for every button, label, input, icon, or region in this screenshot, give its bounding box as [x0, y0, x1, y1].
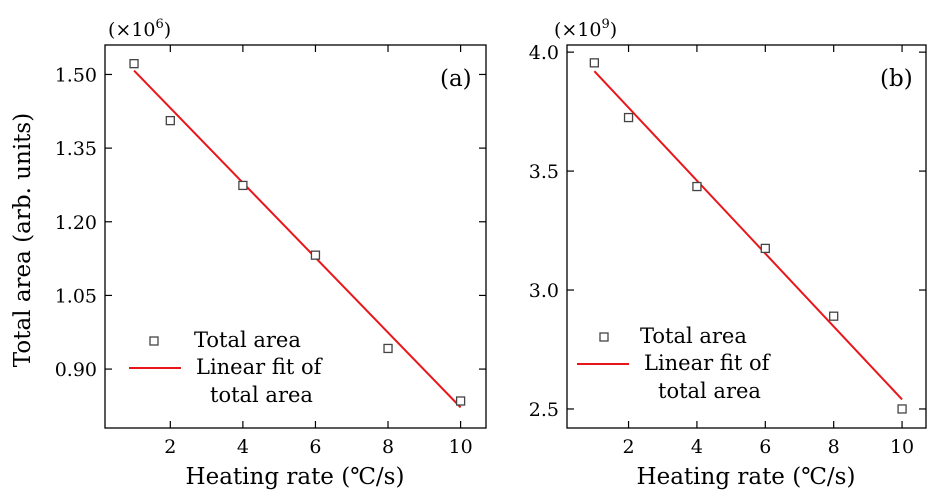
legend-label-fit-a: Linear fit of	[196, 355, 324, 379]
legend-label-fit-b-2: total area	[658, 379, 761, 403]
y-axis-label: Total area (arb. units)	[10, 113, 36, 367]
data-point-a-5	[455, 396, 466, 406]
panel-label-b: (b)	[880, 66, 913, 92]
legend-marker-scatter-a	[149, 336, 159, 346]
legend-marker-scatter-b	[599, 332, 609, 342]
y-multiplier-a: (×106)	[108, 17, 171, 41]
y-tick-label-a-2: 1.20	[55, 212, 97, 234]
x-tick-label-b-0: 2	[622, 436, 634, 458]
panel-label-a: (a)	[440, 66, 472, 92]
x-tick-label-a-1: 4	[237, 436, 249, 458]
plot-frame-b	[566, 44, 927, 429]
y-tick-label-a-1: 1.05	[55, 285, 97, 307]
data-point-b-1	[623, 112, 634, 123]
legend-label-scatter-a: Total area	[194, 328, 301, 352]
data-marks-b	[589, 58, 907, 414]
data-point-b-0	[589, 58, 600, 68]
y-tick-label-a-0: 0.90	[55, 359, 97, 381]
x-tick-label-a-2: 6	[309, 436, 321, 458]
x-tick-label-b-1: 4	[691, 436, 703, 458]
x-tick-label-b-3: 8	[828, 436, 840, 458]
legend-label-scatter-b: Total area	[640, 324, 747, 348]
panel-b: 2 4 6 8 10 2.5 3.0 3.5 4.0 (×109) (b) Heating r…	[529, 17, 927, 490]
plot-frame-a	[104, 44, 487, 429]
legend-b: Total area Linear fit of total area	[577, 324, 772, 403]
data-point-b-5	[897, 404, 907, 414]
fit-line-b	[593, 70, 903, 401]
x-axis-label-b: Heating rate (℃/s)	[637, 464, 856, 490]
data-point-a-4	[383, 343, 393, 354]
data-point-a-0	[129, 59, 139, 69]
y-multiplier-b: (×109)	[554, 17, 617, 41]
x-ticks-a: 2 4 6 8 10	[164, 45, 473, 458]
data-marks-a	[129, 59, 466, 409]
y-tick-label-a-3: 1.35	[55, 138, 97, 160]
data-point-a-3	[310, 250, 321, 260]
x-tick-label-a-4: 10	[449, 436, 473, 458]
data-point-a-2	[238, 180, 248, 191]
y-ticks-b: 2.5 3.0 3.5 4.0	[529, 42, 926, 421]
data-point-b-4	[829, 311, 839, 321]
x-axis-label-a: Heating rate (℃/s)	[186, 464, 405, 490]
fit-line-a	[133, 69, 462, 409]
y-tick-label-b-2: 3.5	[529, 161, 559, 183]
legend-label-fit-b: Linear fit of	[644, 351, 772, 375]
x-ticks-b: 2 4 6 8 10	[622, 45, 914, 458]
y-tick-label-b-3: 4.0	[529, 42, 559, 64]
data-point-b-3	[760, 243, 770, 254]
y-tick-label-b-0: 2.5	[529, 399, 559, 421]
x-tick-label-a-3: 8	[382, 436, 394, 458]
y-tick-label-a-4: 1.50	[55, 64, 97, 86]
y-tick-label-b-1: 3.0	[529, 280, 559, 302]
data-point-a-1	[165, 115, 175, 126]
y-ticks-a: 0.90 1.05 1.20 1.35 1.50	[55, 64, 486, 381]
panel-a: 2 4 6 8 10 0.90 1.05 1.20 1.35 1.50 (×106) (a) H…	[10, 17, 487, 490]
x-tick-label-b-4: 10	[890, 436, 914, 458]
data-point-b-2	[692, 181, 702, 192]
x-tick-label-b-2: 6	[759, 436, 771, 458]
legend-a: Total area Linear fit of total area	[129, 328, 324, 407]
legend-label-fit-a-2: total area	[210, 383, 313, 407]
x-tick-label-a-0: 2	[164, 436, 176, 458]
